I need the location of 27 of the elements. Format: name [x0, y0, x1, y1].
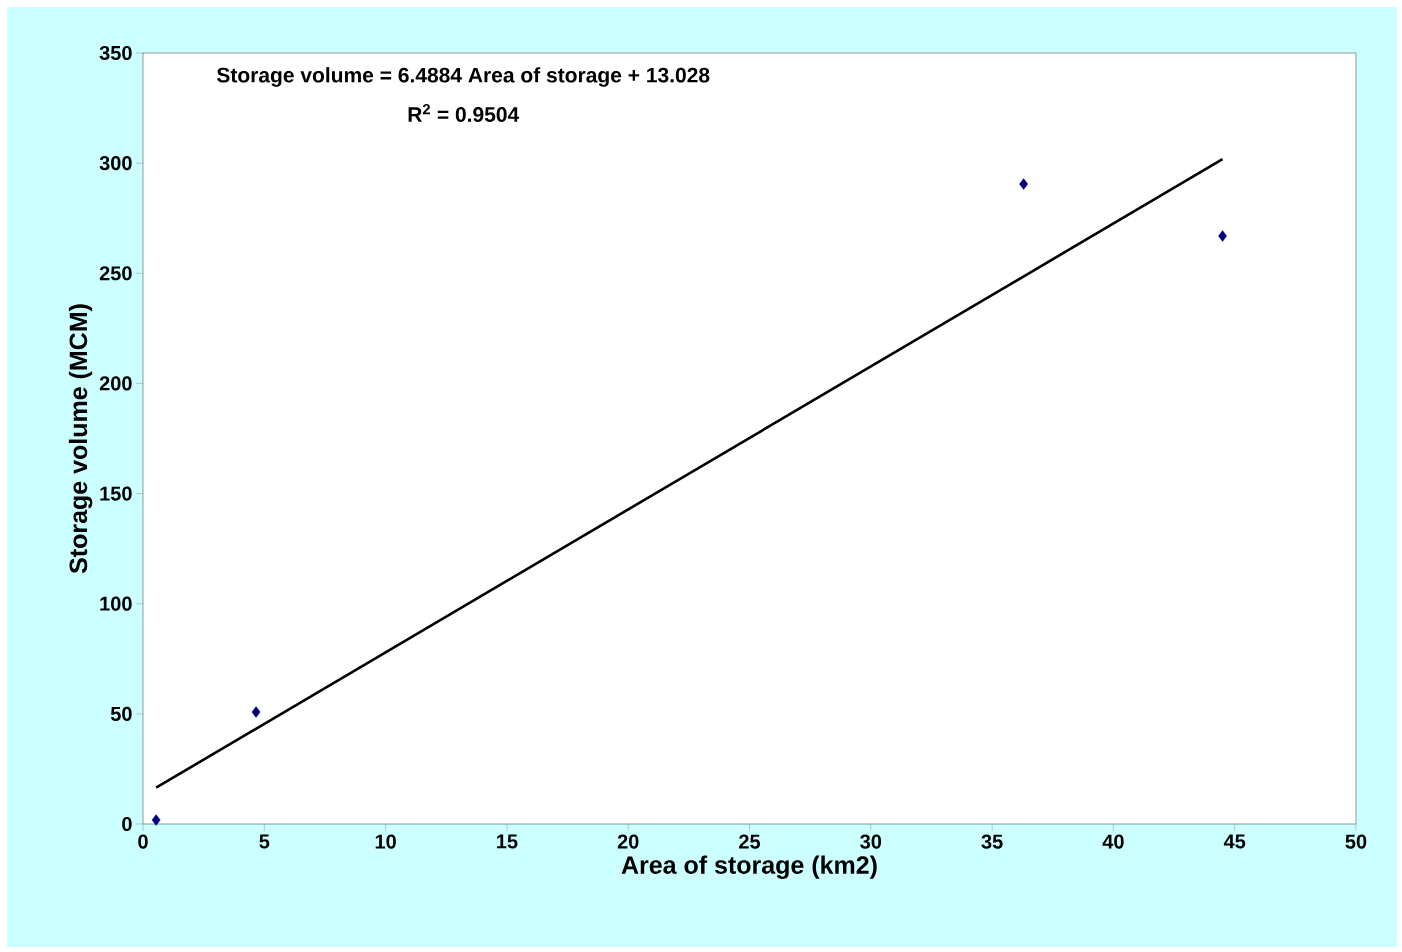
y-tick-label: 350 [99, 45, 132, 61]
x-tick-label: 30 [860, 834, 882, 849]
point [1019, 178, 1028, 190]
point [1218, 230, 1227, 242]
y-tick-label: 50 [110, 706, 132, 721]
x-tick-label: 45 [1223, 834, 1246, 849]
annotation: Storage volume = 6.4884 Area of storage + 13.028 [216, 67, 710, 87]
annotation: R$^{2}$ = 0.9504 [408, 104, 520, 122]
x-tick-label: 50 [1345, 834, 1367, 849]
x-tick-label: 40 [1102, 834, 1124, 849]
x-tick-label: 35 [981, 834, 1003, 849]
y-tick-label: 150 [100, 486, 132, 501]
point [151, 814, 161, 826]
x-tick-label: 15 [497, 834, 518, 849]
y-tick-label: 100 [100, 596, 132, 611]
y-tick-label: 200 [99, 376, 132, 391]
y-axis-title: Storage volume (MCM) [68, 304, 93, 574]
x-tick-label: 0 [138, 834, 148, 849]
x-axis-title: Area of storage (km2) [621, 855, 877, 879]
point [251, 706, 261, 718]
x-tick-label: 25 [739, 834, 761, 849]
y-tick-label: 0 [122, 816, 132, 832]
x-tick-label: 5 [259, 834, 270, 849]
x-tick-label: 10 [375, 834, 396, 849]
x-tick-label: 20 [617, 834, 639, 849]
y-tick-label: 250 [99, 266, 132, 281]
y-tick-label: 300 [99, 156, 132, 171]
